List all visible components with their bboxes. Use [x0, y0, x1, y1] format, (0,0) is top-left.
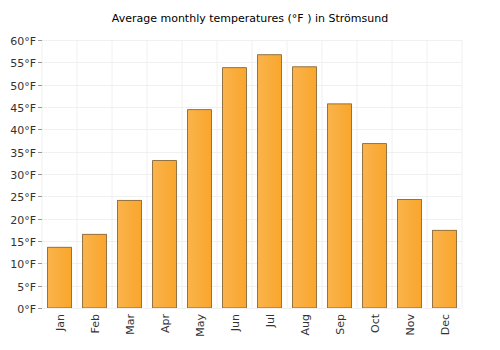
tick-mark [38, 308, 42, 309]
grid-line [42, 107, 462, 108]
tick-label: 60°F [10, 35, 36, 48]
tick-mark [38, 152, 42, 153]
tick-label: 55°F [10, 57, 36, 70]
chart: Average monthly temperatures (°F ) in St… [0, 0, 500, 350]
bar [118, 200, 142, 308]
tick-mark [38, 263, 42, 264]
bar [258, 55, 282, 308]
bar [398, 199, 422, 308]
category-label: Aug [299, 314, 312, 335]
tick-mark [38, 129, 42, 130]
category-label: Jun [229, 314, 242, 332]
bar [48, 247, 72, 308]
category-label: Sep [334, 314, 347, 335]
bar [433, 230, 457, 308]
grid-line [42, 40, 462, 41]
grid-line [42, 129, 462, 130]
grid-line [42, 85, 462, 86]
tick-mark [38, 196, 42, 197]
tick-mark [38, 219, 42, 220]
tick-mark [38, 107, 42, 108]
grid-line [42, 174, 462, 175]
category-label: Mar [124, 314, 137, 335]
category-label: May [194, 314, 207, 337]
grid-line [42, 62, 462, 63]
bar [363, 144, 387, 308]
tick-label: 30°F [10, 169, 36, 182]
bar [153, 161, 177, 308]
bar [188, 110, 212, 308]
tick-label: 5°F [17, 281, 36, 294]
grid-line [42, 196, 462, 197]
tick-label: 40°F [10, 124, 36, 137]
tick-label: 15°F [10, 236, 36, 249]
category-label: Nov [404, 314, 417, 336]
title: Average monthly temperatures (°F ) in St… [112, 12, 388, 25]
bar [223, 68, 247, 308]
category-label: Oct [369, 313, 382, 333]
category-label: Feb [89, 314, 102, 333]
tick-mark [38, 85, 42, 86]
tick-label: 50°F [10, 80, 36, 93]
tick-label: 20°F [10, 214, 36, 227]
category-label: Apr [159, 314, 172, 334]
bar [328, 104, 352, 308]
grid-line [42, 152, 462, 153]
category-label: Jan [54, 314, 67, 332]
tick-label: 0°F [17, 303, 36, 316]
tick-label: 45°F [10, 102, 36, 115]
bars [48, 55, 457, 308]
bar [83, 234, 107, 308]
tick-label: 35°F [10, 147, 36, 160]
category-label: Jul [264, 314, 277, 328]
bar [293, 67, 317, 308]
tick-mark [38, 286, 42, 287]
tick-mark [38, 174, 42, 175]
grid [42, 40, 462, 309]
tick-mark [38, 40, 42, 41]
tick-mark [38, 62, 42, 63]
tick-label: 25°F [10, 191, 36, 204]
category-label: Dec [439, 314, 452, 335]
tick-label: 10°F [10, 258, 36, 271]
tick-mark [38, 241, 42, 242]
grid-line [42, 308, 462, 309]
